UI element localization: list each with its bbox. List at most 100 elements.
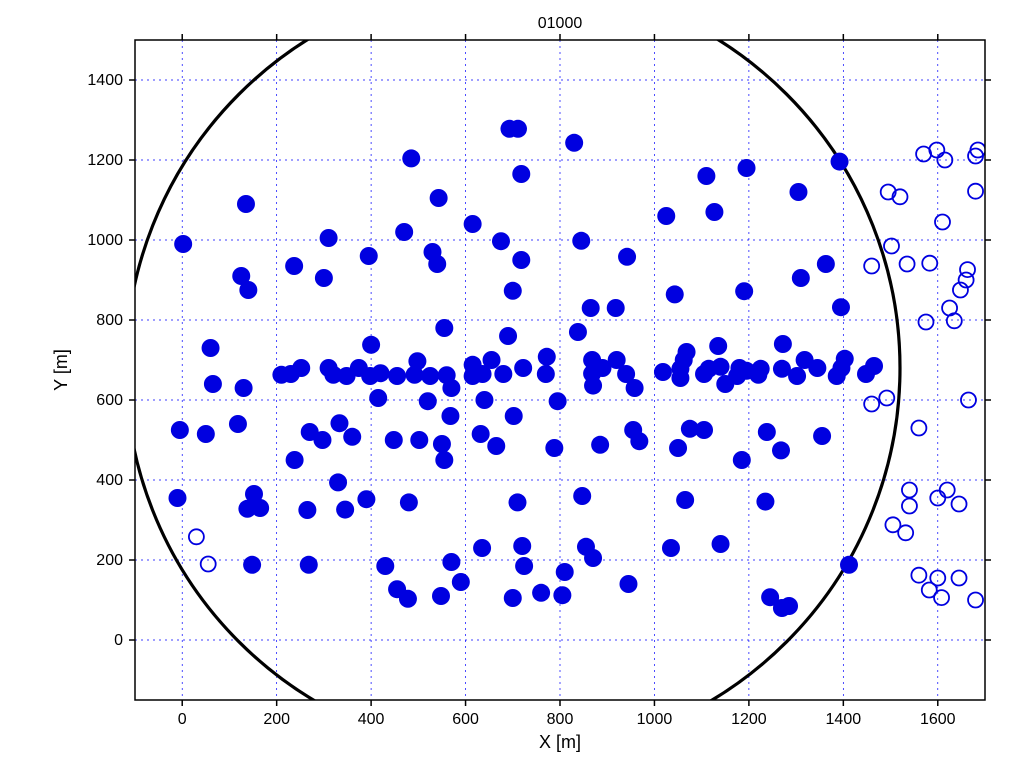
ytick-label: 1000 [87, 232, 123, 249]
data-point-filled [607, 299, 625, 317]
x-axis-label: X [m] [539, 732, 581, 752]
data-point-filled [419, 392, 437, 410]
data-point-filled [817, 255, 835, 273]
data-point-filled [532, 584, 550, 602]
data-point-filled [509, 493, 527, 511]
data-point-filled [395, 223, 413, 241]
data-point-filled [733, 451, 751, 469]
data-point-filled [712, 535, 730, 553]
data-point-filled [286, 451, 304, 469]
data-point-filled [515, 557, 533, 575]
xtick-label: 400 [358, 711, 385, 728]
data-point-filled [582, 299, 600, 317]
data-point-filled [433, 435, 451, 453]
xtick-label: 1200 [731, 711, 767, 728]
data-point-filled [608, 351, 626, 369]
data-point-filled [385, 431, 403, 449]
data-point-filled [549, 392, 567, 410]
data-point-filled [435, 451, 453, 469]
data-point-filled [572, 232, 590, 250]
data-point-filled [315, 269, 333, 287]
data-point-filled [808, 359, 826, 377]
data-point-filled [553, 586, 571, 604]
scatter-chart: 0200400600800100012001400160002004006008… [0, 0, 1024, 768]
data-point-filled [832, 359, 850, 377]
data-point-filled [618, 248, 636, 266]
xtick-label: 800 [547, 711, 574, 728]
data-point-filled [840, 556, 858, 574]
data-point-filled [239, 281, 257, 299]
data-point-filled [514, 359, 532, 377]
data-point-filled [410, 431, 428, 449]
data-point-filled [504, 282, 522, 300]
data-point-filled [619, 575, 637, 593]
data-point-filled [442, 379, 460, 397]
data-point-filled [285, 257, 303, 275]
data-point-filled [499, 327, 517, 345]
data-point-filled [251, 499, 269, 517]
data-point-filled [774, 335, 792, 353]
data-point-filled [705, 203, 723, 221]
data-point-filled [441, 407, 459, 425]
data-point-filled [399, 590, 417, 608]
data-point-filled [435, 319, 453, 337]
data-point-filled [512, 165, 530, 183]
chart-title: 01000 [538, 15, 583, 32]
data-point-filled [229, 415, 247, 433]
data-point-filled [832, 298, 850, 316]
data-point-filled [204, 375, 222, 393]
data-point-filled [545, 439, 563, 457]
data-point-filled [789, 183, 807, 201]
data-point-filled [237, 195, 255, 213]
ytick-label: 600 [96, 392, 123, 409]
data-point-filled [662, 539, 680, 557]
data-point-filled [376, 557, 394, 575]
data-point-filled [813, 427, 831, 445]
data-point-filled [430, 189, 448, 207]
data-point-filled [738, 159, 756, 177]
data-point-filled [509, 120, 527, 138]
data-point-filled [749, 366, 767, 384]
xtick-label: 600 [452, 711, 479, 728]
data-point-filled [464, 215, 482, 233]
data-point-filled [513, 537, 531, 555]
xtick-label: 1400 [826, 711, 862, 728]
ytick-label: 1400 [87, 72, 123, 89]
y-axis-label: Y [m] [51, 349, 71, 391]
data-point-filled [792, 269, 810, 287]
data-point-filled [171, 421, 189, 439]
data-point-filled [357, 490, 375, 508]
data-point-filled [831, 153, 849, 171]
data-point-filled [772, 441, 790, 459]
data-point-filled [432, 587, 450, 605]
data-point-filled [292, 359, 310, 377]
data-point-filled [487, 437, 505, 455]
data-point-filled [676, 491, 694, 509]
data-point-filled [362, 336, 380, 354]
data-point-filled [756, 493, 774, 511]
ytick-label: 800 [96, 312, 123, 329]
data-point-filled [758, 423, 776, 441]
data-point-filled [666, 285, 684, 303]
data-point-filled [626, 379, 644, 397]
data-point-filled [630, 432, 648, 450]
data-point-filled [472, 425, 490, 443]
xtick-label: 0 [178, 711, 187, 728]
data-point-filled [569, 323, 587, 341]
data-point-filled [504, 589, 522, 607]
data-point-filled [300, 556, 318, 574]
data-point-filled [573, 487, 591, 505]
data-point-filled [330, 414, 348, 432]
data-point-filled [857, 365, 875, 383]
data-point-filled [537, 365, 555, 383]
data-point-filled [584, 377, 602, 395]
data-point-filled [197, 425, 215, 443]
data-point-filled [336, 501, 354, 519]
xtick-label: 200 [263, 711, 290, 728]
data-point-filled [388, 367, 406, 385]
data-point-filled [169, 489, 187, 507]
data-point-filled [654, 363, 672, 381]
data-point-filled [475, 391, 493, 409]
data-point-filled [421, 367, 439, 385]
data-point-filled [174, 235, 192, 253]
